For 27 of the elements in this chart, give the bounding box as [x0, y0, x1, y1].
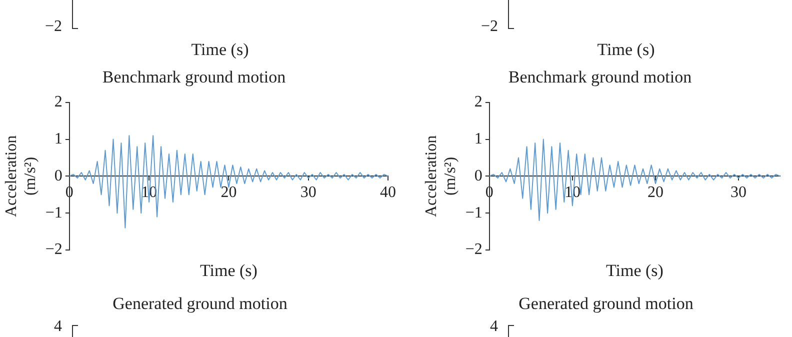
x-axis-title: Time (s) [200, 260, 258, 280]
y-tick-label: 0 [474, 167, 482, 184]
x-axis-title: Time (s) [606, 260, 664, 280]
x-tick-label: 30 [300, 184, 316, 202]
text: Generated ground motion [112, 294, 288, 314]
x-tick-label: 20 [647, 184, 664, 202]
y-axis-title: Acceleration (m/s²) [422, 135, 460, 218]
x-tick-label: 40 [380, 184, 396, 202]
chart-title: Benchmark ground motion [102, 68, 286, 87]
y-tick-label: −1 [465, 204, 482, 222]
y-tick-label: −2 [465, 241, 482, 258]
x-tick-label: 30 [730, 184, 746, 202]
y-tick-label: 2 [474, 94, 482, 111]
text: Generated ground motion [518, 294, 694, 314]
text: Time (s) [190, 40, 250, 60]
y-tick-label: 2 [54, 94, 62, 111]
y-tick-label: 0 [54, 167, 62, 184]
text: 4 [54, 318, 62, 336]
y-axis-title: Acceleration (m/s²) [2, 135, 40, 218]
y-tick-label: 1 [54, 130, 62, 148]
x-tick-label: 20 [220, 184, 237, 202]
y-tick-label: −1 [45, 204, 62, 222]
text: Time (s) [596, 40, 656, 60]
chart-title: Benchmark ground motion [508, 68, 692, 87]
text: 4 [490, 318, 498, 336]
y-tick-label: −2 [45, 241, 62, 258]
y-tick-label: 1 [474, 130, 482, 148]
